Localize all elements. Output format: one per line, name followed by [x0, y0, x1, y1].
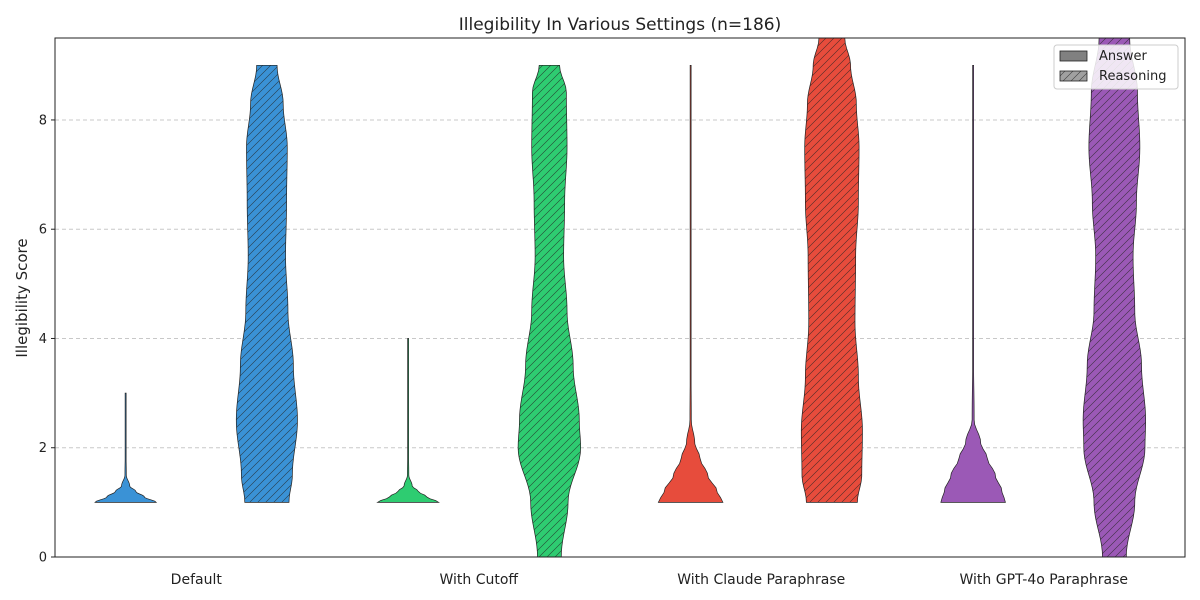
legend-label-reasoning: Reasoning — [1099, 69, 1166, 84]
violin-answer-0 — [94, 392, 158, 503]
chart-title: Illegibility In Various Settings (n=186) — [459, 15, 781, 35]
violin-hatch — [1083, 38, 1146, 557]
violin-answer-3 — [940, 64, 1006, 503]
category-label: With GPT-4o Paraphrase — [960, 572, 1129, 588]
y-axis-ticks: 0 2 4 6 8 — [39, 113, 55, 566]
violins — [94, 37, 1146, 558]
y-axis-label: Illegibility Score — [13, 238, 31, 357]
legend-swatch-reasoning-hatch — [1060, 71, 1087, 81]
legend-label-answer: Answer — [1099, 49, 1148, 64]
y-tick-label: 8 — [39, 113, 47, 128]
y-tick-label: 2 — [39, 441, 47, 456]
legend-swatch-answer — [1059, 50, 1088, 62]
violin-answer-2 — [657, 64, 724, 503]
grid-lines — [55, 119, 1185, 449]
category-labels: Default With Cutoff With Claude Paraphrase… — [171, 572, 1128, 588]
category-label: With Claude Paraphrase — [677, 572, 845, 588]
violin-hatch — [518, 65, 581, 557]
category-label: With Cutoff — [439, 572, 518, 588]
category-label: Default — [171, 572, 223, 588]
legend: Answer Reasoning — [1053, 44, 1179, 90]
plot-frame — [54, 37, 1186, 558]
y-tick-label: 6 — [39, 223, 47, 238]
violin-answer-1 — [376, 338, 440, 503]
violin-hatch — [236, 65, 298, 503]
y-tick-label: 4 — [39, 332, 47, 347]
y-tick-label: 0 — [39, 551, 47, 566]
violin-hatch — [801, 38, 863, 503]
